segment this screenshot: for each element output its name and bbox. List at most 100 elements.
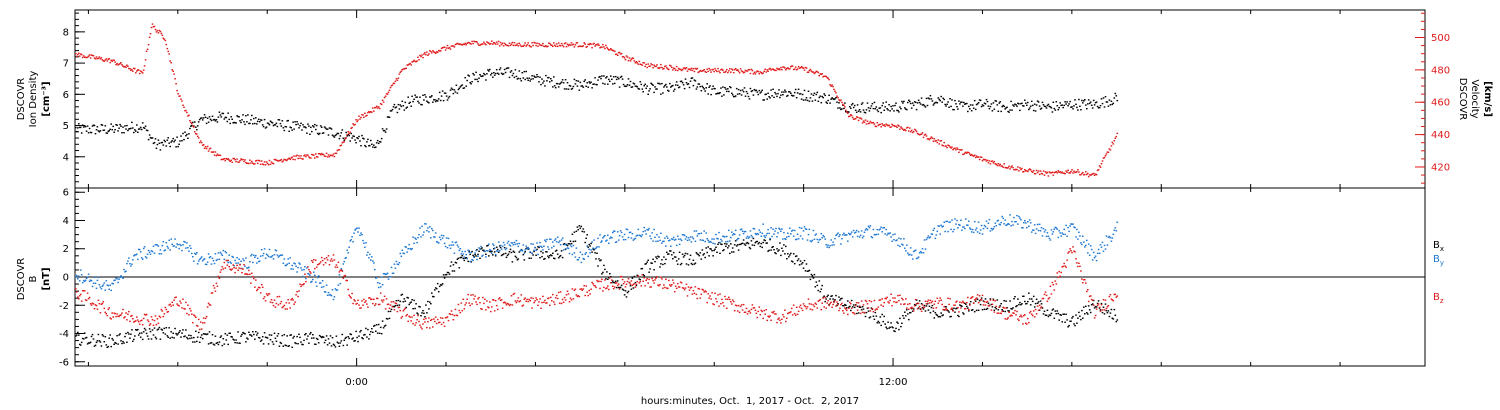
data-point <box>340 268 343 270</box>
data-point <box>771 235 773 238</box>
data-point <box>369 111 371 114</box>
data-point <box>577 229 580 231</box>
data-point <box>1056 172 1059 174</box>
data-point <box>638 88 641 90</box>
data-point <box>769 67 771 70</box>
data-point <box>609 237 611 240</box>
data-point <box>424 52 426 54</box>
data-point <box>492 43 494 45</box>
data-point <box>363 334 365 336</box>
data-point <box>731 231 733 233</box>
data-point <box>638 60 641 63</box>
data-point <box>550 44 552 46</box>
data-point <box>246 273 248 275</box>
data-point <box>531 42 533 44</box>
data-point <box>599 287 601 290</box>
data-point <box>593 249 595 251</box>
data-point <box>293 335 295 338</box>
data-point <box>209 256 212 258</box>
data-point <box>836 95 838 97</box>
data-point <box>1055 227 1058 229</box>
data-point <box>257 286 260 288</box>
data-point <box>762 99 764 101</box>
data-point <box>719 92 721 94</box>
data-point <box>240 121 242 124</box>
data-point <box>960 149 962 151</box>
data-point <box>296 154 298 156</box>
density-tick-label: 5 <box>63 121 69 132</box>
data-point <box>1040 227 1043 229</box>
data-point <box>77 278 79 280</box>
data-point <box>628 84 631 86</box>
data-point <box>1006 224 1008 226</box>
data-point <box>571 288 574 290</box>
data-point <box>748 69 751 71</box>
data-point <box>636 274 639 276</box>
data-point <box>1105 310 1108 312</box>
data-point <box>414 237 416 239</box>
data-point <box>205 315 208 318</box>
data-point <box>1023 222 1025 224</box>
data-point <box>863 231 866 233</box>
data-point <box>1043 231 1046 233</box>
data-point <box>866 229 869 231</box>
data-point <box>736 238 739 240</box>
data-point <box>626 84 629 86</box>
data-point <box>281 161 284 163</box>
data-point <box>612 230 615 232</box>
data-point <box>577 80 580 82</box>
data-point <box>262 252 265 255</box>
data-point <box>1081 309 1083 312</box>
data-point <box>280 300 283 303</box>
data-point <box>324 155 327 157</box>
data-point <box>935 139 938 142</box>
data-point <box>593 284 595 287</box>
data-point <box>371 298 373 300</box>
data-point <box>911 310 914 312</box>
data-point <box>713 70 715 73</box>
data-point <box>164 249 167 251</box>
data-point <box>658 256 660 258</box>
data-point <box>375 106 377 109</box>
data-point <box>194 131 196 133</box>
data-point <box>816 284 819 287</box>
data-point <box>566 43 569 45</box>
data-point <box>899 245 901 248</box>
data-point <box>115 63 117 66</box>
data-point <box>400 255 403 257</box>
data-point <box>147 320 150 323</box>
data-point <box>180 244 182 247</box>
data-point <box>778 89 780 91</box>
data-point <box>892 327 894 329</box>
data-point <box>176 303 178 305</box>
data-point <box>224 116 227 119</box>
data-point <box>338 274 341 276</box>
data-point <box>804 99 807 101</box>
data-point <box>1075 171 1077 173</box>
data-point <box>77 331 79 334</box>
data-point <box>516 43 519 45</box>
data-point <box>645 233 647 235</box>
data-point <box>1039 170 1042 172</box>
data-point <box>815 93 818 96</box>
data-point <box>104 125 107 127</box>
data-point <box>837 96 839 99</box>
data-point <box>404 246 407 248</box>
data-point <box>327 154 330 156</box>
data-point <box>394 107 397 109</box>
data-point <box>359 307 361 309</box>
data-point <box>161 244 164 247</box>
data-point <box>573 252 576 254</box>
data-point <box>875 106 878 108</box>
data-point <box>295 155 297 157</box>
data-point <box>1111 237 1114 239</box>
data-point <box>365 115 367 117</box>
data-point <box>877 124 880 127</box>
data-point <box>795 238 798 240</box>
data-point <box>185 135 187 137</box>
data-point <box>267 255 270 258</box>
data-point <box>872 107 875 110</box>
data-point <box>870 105 873 107</box>
data-point <box>887 232 889 234</box>
data-point <box>554 238 557 240</box>
